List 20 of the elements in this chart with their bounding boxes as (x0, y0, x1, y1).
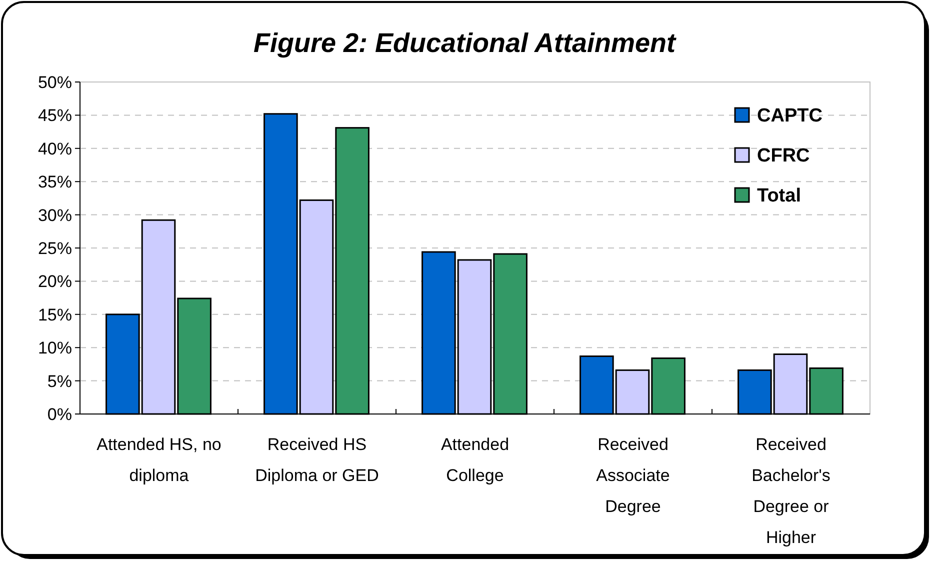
x-tick-label: Attended College (440, 435, 510, 485)
y-tick-label: 20% (38, 272, 72, 292)
y-tick-label: 30% (38, 206, 72, 225)
legend-label: CAPTC (757, 106, 823, 127)
chart-title: Figure 2: Educational Attainment (253, 28, 677, 58)
y-tick-label: 35% (38, 172, 72, 192)
y-tick-label: 5% (47, 372, 72, 391)
legend-label: Total (757, 186, 801, 207)
x-tick-label: Received Bachelor's Degree or Higher (752, 435, 830, 547)
y-tick-label: 10% (38, 338, 72, 358)
y-tick-label: 15% (38, 305, 72, 324)
y-tick-label: 40% (38, 139, 72, 158)
legend-label: CFRC (757, 146, 810, 167)
y-tick-label: 45% (38, 106, 72, 126)
x-tick-label: Received HS Diploma or GED (255, 435, 379, 485)
y-tick-label: 50% (38, 72, 72, 92)
y-tick-label: 25% (38, 238, 72, 258)
x-tick-label: Received Associate Degree (596, 435, 670, 516)
x-tick-label: Attended HS, no diploma (96, 435, 222, 485)
y-tick-label: 0% (47, 404, 72, 424)
